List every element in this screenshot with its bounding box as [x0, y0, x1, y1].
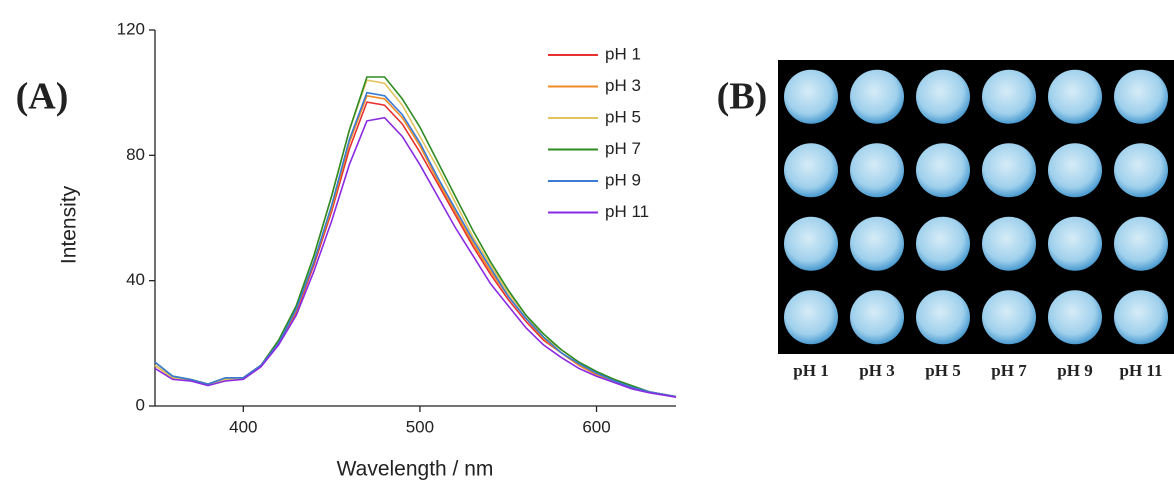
well: [916, 290, 970, 345]
column-label: pH 9: [1057, 361, 1092, 380]
column-label: pH 11: [1120, 361, 1163, 380]
well: [1048, 69, 1102, 124]
line: [154, 76, 677, 398]
x-tick-label: 500: [406, 417, 434, 436]
well: [916, 216, 970, 271]
column-label: pH 3: [859, 361, 894, 380]
well: [1048, 290, 1102, 345]
well: [1114, 216, 1168, 271]
legend-label: pH 1: [605, 44, 641, 63]
legend-label: pH 9: [605, 170, 641, 189]
line: [154, 94, 677, 398]
well: [850, 69, 904, 124]
y-axis-label: Intensity: [58, 185, 81, 264]
well: [916, 69, 970, 124]
line: [154, 79, 677, 398]
x-tick-label: 400: [229, 417, 257, 436]
well: [784, 290, 838, 345]
well: [982, 290, 1036, 345]
well: [916, 143, 970, 198]
column-label: pH 5: [925, 361, 960, 380]
well: [850, 290, 904, 345]
x-axis-label: Wavelength / nm: [337, 458, 494, 481]
y-tick-label: 120: [117, 19, 145, 38]
x-tick-label: 600: [582, 417, 610, 436]
column-label: pH 1: [793, 361, 828, 380]
column-label: pH 7: [991, 361, 1027, 380]
well: [784, 143, 838, 198]
line: [154, 101, 677, 398]
well: [982, 69, 1036, 124]
well: [1048, 216, 1102, 271]
legend-label: pH 3: [605, 76, 641, 95]
y-tick-label: 0: [136, 395, 145, 414]
well: [1048, 143, 1102, 198]
well: [1114, 143, 1168, 198]
y-tick-label: 80: [126, 145, 145, 164]
line: [154, 116, 677, 398]
well: [982, 143, 1036, 198]
well: [982, 216, 1036, 271]
legend-label: pH 5: [605, 107, 641, 126]
y-tick-label: 40: [126, 270, 145, 289]
well: [850, 143, 904, 198]
well: [850, 216, 904, 271]
well: [1114, 69, 1168, 124]
legend-label: pH 11: [605, 202, 649, 221]
line: [154, 91, 677, 398]
photo: [778, 60, 1174, 354]
panel-label: (A): [16, 76, 69, 118]
well: [1114, 290, 1168, 345]
legend-label: pH 7: [605, 139, 641, 158]
well: [784, 69, 838, 124]
panel-label: (B): [717, 76, 768, 118]
well: [784, 216, 838, 271]
